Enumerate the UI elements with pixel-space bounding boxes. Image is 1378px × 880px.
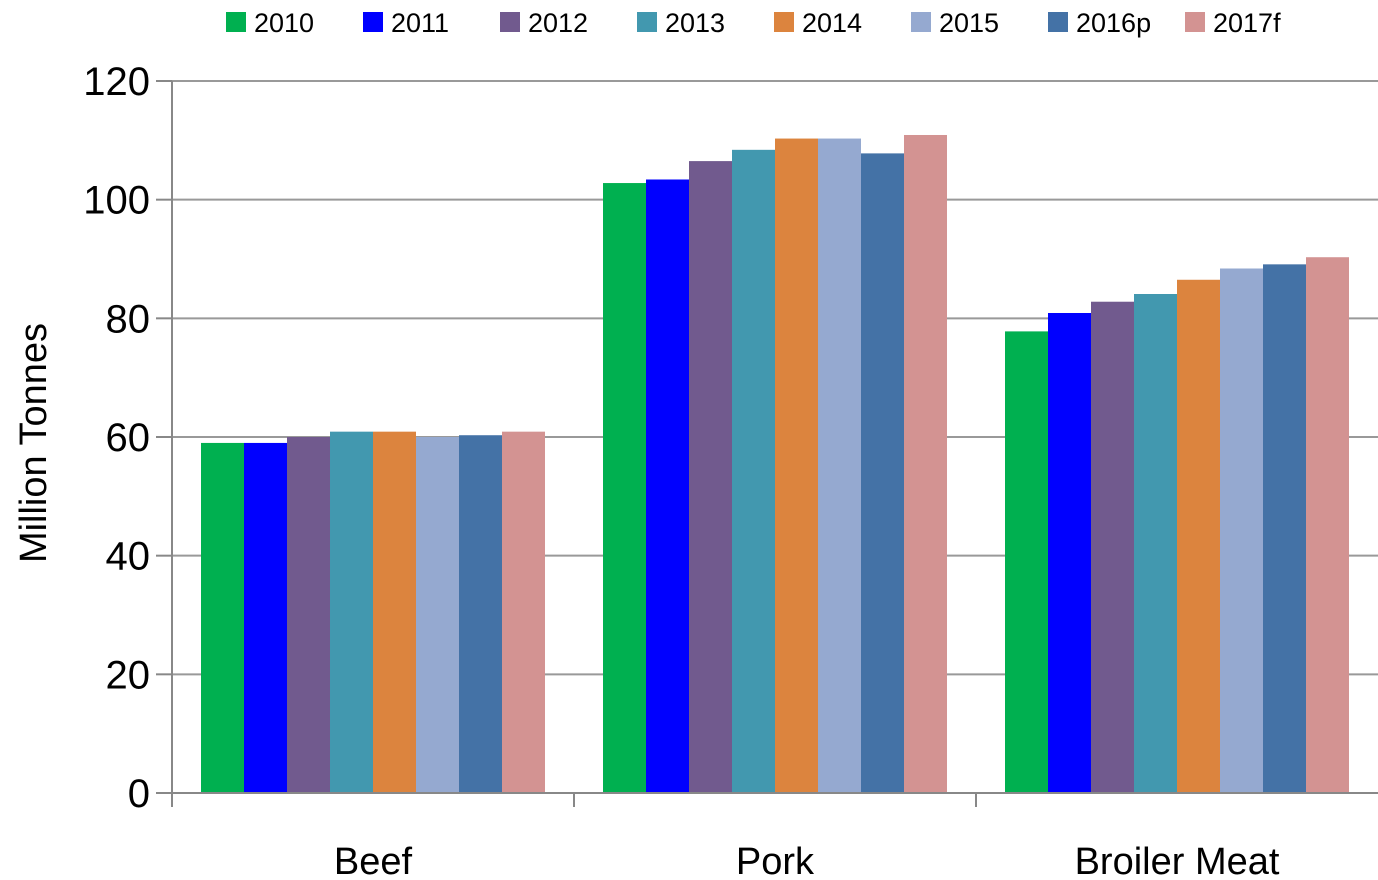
bar-pork-2012 [689, 161, 732, 794]
category-label-pork: Pork [736, 841, 815, 880]
bar-broiler-meat-2017f [1306, 257, 1349, 794]
legend-swatch-2017f [1185, 12, 1205, 32]
bar-beef-2010 [201, 442, 244, 793]
bar-broiler-meat-2014 [1177, 279, 1220, 793]
bar-beef-2017f [502, 431, 545, 793]
legend-label-2015: 2015 [939, 8, 999, 38]
category-label-beef: Beef [334, 841, 413, 880]
y-axis-label: Million Tonnes [13, 323, 55, 563]
legend: 2010 2011 2012 2013 2014 2015 2016p 2017f [226, 8, 1281, 38]
bar-broiler-meat-2016p [1263, 264, 1306, 794]
bar-beef-2014 [373, 431, 416, 793]
y-tick-label-40: 40 [106, 535, 151, 579]
bar-pork-2017f [904, 134, 947, 793]
bar-beef-2016p [459, 435, 502, 793]
y-tick-label-80: 80 [106, 297, 151, 341]
legend-swatch-2014 [774, 12, 794, 32]
bar-broiler-meat-2011 [1048, 312, 1091, 793]
legend-label-2014: 2014 [802, 8, 862, 38]
bar-pork-2016p [861, 153, 904, 794]
legend-label-2016p: 2016p [1076, 8, 1151, 38]
legend-label-2013: 2013 [665, 8, 725, 38]
bar-beef-2012 [287, 437, 330, 793]
legend-label-2012: 2012 [528, 8, 588, 38]
y-tick-label-60: 60 [106, 416, 151, 460]
legend-swatch-2011 [363, 12, 383, 32]
bar-broiler-meat-2010 [1005, 331, 1048, 793]
bar-pork-2014 [775, 138, 818, 793]
bar-broiler-meat-2015 [1220, 268, 1263, 793]
y-tick-label-0: 0 [128, 772, 150, 816]
bar-pork-2011 [646, 179, 689, 793]
bar-beef-2015 [416, 437, 459, 793]
bar-pork-2015 [818, 138, 861, 793]
category-labels: Beef Pork Broiler Meat [334, 841, 1280, 880]
bar-broiler-meat-2013 [1134, 294, 1177, 793]
category-label-broiler-meat: Broiler Meat [1075, 841, 1280, 880]
legend-swatch-2015 [911, 12, 931, 32]
legend-label-2011: 2011 [391, 8, 449, 38]
legend-swatch-2016p [1048, 12, 1068, 32]
legend-swatch-2013 [637, 12, 657, 32]
legend-label-2010: 2010 [254, 8, 314, 38]
y-tick-labels: 0 20 40 60 80 100 120 [83, 60, 150, 816]
y-tick-label-20: 20 [106, 653, 151, 697]
y-tick-label-100: 100 [83, 179, 150, 223]
y-tick-label-120: 120 [83, 60, 150, 104]
bar-beef-2011 [244, 442, 287, 793]
legend-swatch-2010 [226, 12, 246, 32]
legend-label-2017f: 2017f [1213, 8, 1281, 38]
bar-beef-2013 [330, 431, 373, 793]
bars [201, 134, 1349, 794]
axes [156, 80, 1378, 807]
bar-pork-2010 [603, 183, 646, 793]
legend-swatch-2012 [500, 12, 520, 32]
bar-broiler-meat-2012 [1091, 301, 1134, 793]
bar-pork-2013 [732, 149, 775, 793]
